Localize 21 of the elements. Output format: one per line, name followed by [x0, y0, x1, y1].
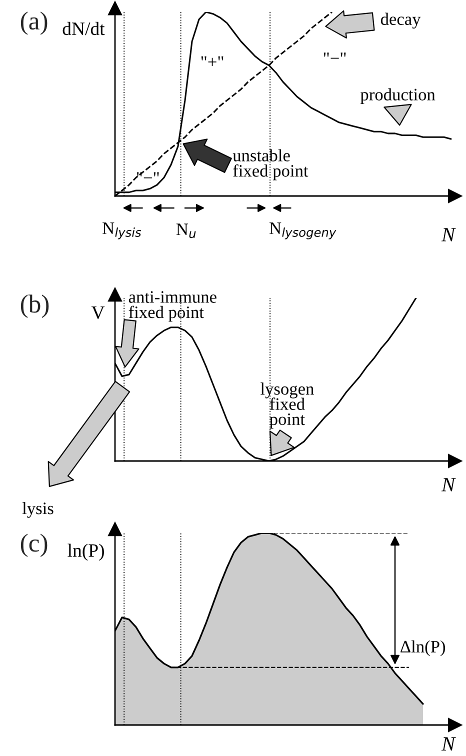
- chart-title: (a): [20, 12, 48, 35]
- x-axis-title: N: [441, 737, 456, 750]
- annotation: "+": [201, 56, 224, 66]
- annotation: anti-immune fixed point: [128, 291, 216, 322]
- text: N$_{lysogeny}$: [270, 222, 336, 240]
- x-axis-title: N: [441, 228, 456, 242]
- annotation: lysogen fixed point: [260, 382, 314, 429]
- annotation: Δln(P): [400, 640, 446, 656]
- y-axis-title: ln(P): [68, 544, 104, 561]
- x-axis-title: N: [441, 478, 456, 492]
- y-axis-title: V: [91, 306, 105, 320]
- y-axis-title: dN/dt: [62, 22, 105, 36]
- text: lysis: [22, 502, 54, 518]
- chart-title: (b): [20, 294, 49, 318]
- series-label: production: [360, 88, 436, 104]
- legend-label: decay: [380, 12, 421, 29]
- text: N$_{u}$: [176, 224, 196, 238]
- chart-title: (c): [20, 534, 48, 558]
- text: N$_{lysis}$: [102, 222, 142, 240]
- annotation: unstable fixed point: [232, 149, 308, 180]
- annotation: "−": [324, 52, 346, 59]
